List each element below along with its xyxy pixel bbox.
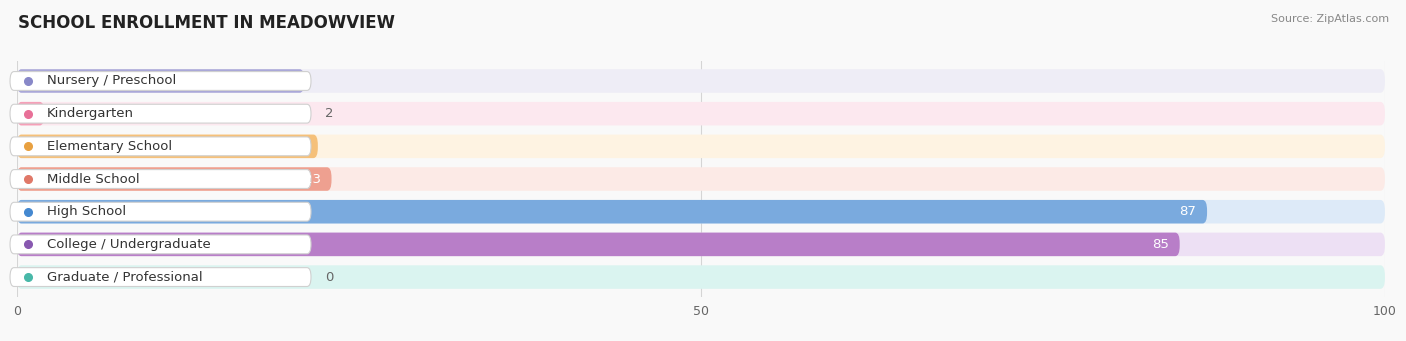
FancyBboxPatch shape — [17, 69, 304, 93]
FancyBboxPatch shape — [17, 233, 1180, 256]
Text: College / Undergraduate: College / Undergraduate — [46, 238, 211, 251]
FancyBboxPatch shape — [17, 167, 332, 191]
FancyBboxPatch shape — [10, 104, 311, 123]
FancyBboxPatch shape — [17, 265, 1385, 289]
Text: High School: High School — [46, 205, 127, 218]
Text: 85: 85 — [1152, 238, 1168, 251]
FancyBboxPatch shape — [10, 169, 311, 189]
FancyBboxPatch shape — [17, 167, 1385, 191]
FancyBboxPatch shape — [10, 137, 311, 156]
Text: 2: 2 — [325, 107, 333, 120]
Text: 23: 23 — [304, 173, 321, 186]
FancyBboxPatch shape — [17, 102, 1385, 125]
Text: Graduate / Professional: Graduate / Professional — [46, 270, 202, 284]
FancyBboxPatch shape — [17, 69, 1385, 93]
FancyBboxPatch shape — [17, 135, 1385, 158]
FancyBboxPatch shape — [17, 200, 1385, 223]
Text: Source: ZipAtlas.com: Source: ZipAtlas.com — [1271, 14, 1389, 24]
Text: 87: 87 — [1180, 205, 1197, 218]
FancyBboxPatch shape — [17, 200, 1208, 223]
FancyBboxPatch shape — [10, 202, 311, 221]
Text: Kindergarten: Kindergarten — [46, 107, 134, 120]
Text: 0: 0 — [325, 270, 333, 284]
FancyBboxPatch shape — [17, 102, 44, 125]
Text: Middle School: Middle School — [46, 173, 139, 186]
Text: Elementary School: Elementary School — [46, 140, 172, 153]
Text: 21: 21 — [276, 74, 294, 88]
FancyBboxPatch shape — [17, 233, 1385, 256]
Text: SCHOOL ENROLLMENT IN MEADOWVIEW: SCHOOL ENROLLMENT IN MEADOWVIEW — [18, 14, 395, 32]
Text: Nursery / Preschool: Nursery / Preschool — [46, 74, 176, 88]
Text: 22: 22 — [290, 140, 307, 153]
FancyBboxPatch shape — [10, 235, 311, 254]
FancyBboxPatch shape — [10, 72, 311, 90]
FancyBboxPatch shape — [10, 268, 311, 286]
FancyBboxPatch shape — [17, 135, 318, 158]
